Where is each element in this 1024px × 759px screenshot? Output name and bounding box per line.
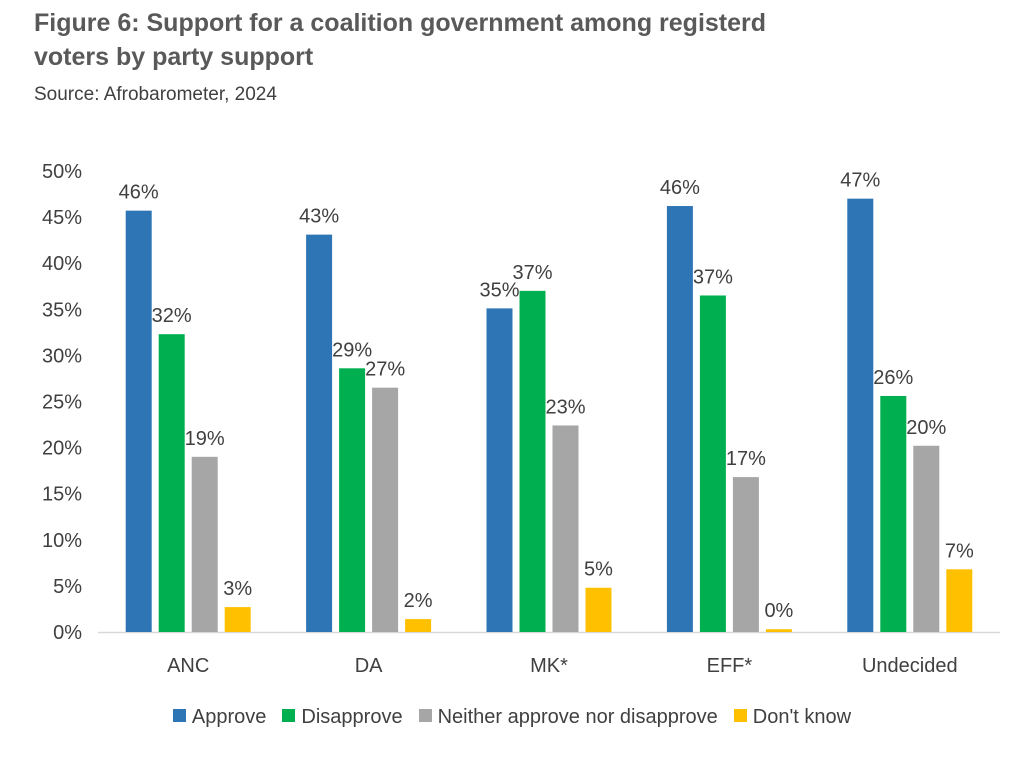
- y-tick-label: 40%: [42, 253, 82, 275]
- data-label: 29%: [332, 339, 372, 361]
- legend-item: Approve: [172, 706, 267, 729]
- bar-anc-neither-approve-nor-disapprove: [191, 456, 218, 632]
- data-label: 0%: [764, 600, 793, 622]
- data-label: 26%: [873, 367, 913, 389]
- bar-da-don-t-know: [405, 619, 432, 632]
- bar-undecided-approve: [847, 198, 874, 632]
- data-label: 32%: [152, 305, 192, 327]
- data-label: 27%: [365, 359, 405, 381]
- data-label: 46%: [119, 182, 159, 204]
- bar-mk-don-t-know: [585, 587, 612, 632]
- bar-undecided-don-t-know: [946, 569, 973, 632]
- legend-label: Don't know: [752, 706, 852, 729]
- chart-title-line-2: voters by party support: [34, 43, 314, 71]
- data-label: 47%: [840, 170, 880, 192]
- data-label: 5%: [584, 559, 613, 581]
- y-tick-label: 5%: [53, 576, 82, 598]
- y-tick-label: 20%: [42, 438, 82, 460]
- data-label: 37%: [693, 266, 733, 288]
- legend-label: Approve: [191, 706, 267, 729]
- legend-label: Disapprove: [301, 706, 403, 729]
- bar-undecided-neither-approve-nor-disapprove: [913, 445, 940, 632]
- data-label: 37%: [512, 262, 552, 284]
- x-tick-label: DA: [355, 655, 383, 677]
- bar-anc-don-t-know: [224, 607, 251, 632]
- data-label: 3%: [223, 578, 252, 600]
- chart-legend: Approve Disapprove Neither approve nor dis…: [0, 706, 1024, 729]
- x-tick-label: Undecided: [862, 655, 958, 677]
- x-tick-label: MK*: [530, 655, 568, 677]
- data-label: 23%: [545, 396, 585, 418]
- bar-eff-don-t-know: [765, 629, 792, 632]
- y-tick-label: 15%: [42, 484, 82, 506]
- legend-swatch: [172, 709, 186, 723]
- bar-anc-approve: [125, 210, 152, 632]
- bar-mk-neither-approve-nor-disapprove: [552, 425, 579, 632]
- bar-mk-approve: [486, 308, 513, 632]
- bar-mk-disapprove: [519, 290, 546, 632]
- data-label: 17%: [726, 448, 766, 470]
- x-tick-label: EFF*: [707, 655, 753, 677]
- bar-anc-disapprove: [158, 334, 185, 632]
- legend-swatch: [733, 709, 747, 723]
- bar-eff-approve: [666, 206, 693, 632]
- y-tick-label: 10%: [42, 530, 82, 552]
- y-tick-label: 30%: [42, 345, 82, 367]
- data-label: 43%: [299, 206, 339, 228]
- data-label: 46%: [660, 177, 700, 199]
- y-tick-label: 45%: [42, 207, 82, 229]
- data-label: 2%: [404, 590, 433, 612]
- legend-item: Don't know: [733, 706, 852, 729]
- chart-source: Source: Afrobarometer, 2024: [34, 84, 277, 105]
- chart-title: Figure 6: Support for a coalition govern…: [34, 6, 854, 74]
- legend-swatch: [282, 709, 296, 723]
- bar-da-disapprove: [339, 368, 366, 632]
- y-tick-label: 25%: [42, 392, 82, 414]
- chart-title-line-1: Figure 6: Support for a coalition govern…: [34, 9, 767, 37]
- data-label: 35%: [479, 279, 519, 301]
- data-label: 19%: [185, 428, 225, 450]
- x-tick-label: ANC: [167, 655, 209, 677]
- legend-item: Neither approve nor disapprove: [418, 706, 718, 729]
- y-tick-label: 50%: [42, 161, 82, 183]
- data-label: 7%: [945, 540, 974, 562]
- data-label: 20%: [906, 417, 946, 439]
- y-tick-label: 35%: [42, 299, 82, 321]
- bar-eff-disapprove: [699, 295, 726, 632]
- bar-chart: 0% 5% 10% 15% 20% 25% 30% 35% 40% 45% 50% 46% 32% 19%…: [42, 161, 1000, 677]
- y-tick-label: 0%: [53, 622, 82, 644]
- bar-da-neither-approve-nor-disapprove: [372, 387, 399, 632]
- legend-label: Neither approve nor disapprove: [437, 706, 718, 729]
- bar-eff-neither-approve-nor-disapprove: [732, 477, 759, 632]
- legend-swatch: [418, 709, 432, 723]
- bar-undecided-disapprove: [880, 395, 907, 632]
- legend-item: Disapprove: [282, 706, 403, 729]
- bar-da-approve: [306, 234, 333, 633]
